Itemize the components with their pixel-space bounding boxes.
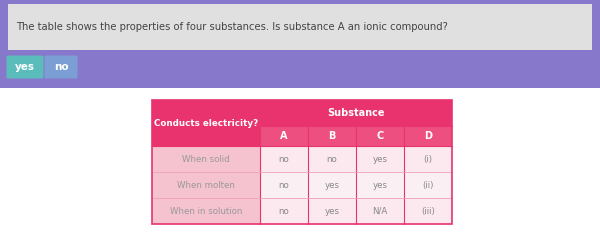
Text: N/A: N/A: [373, 206, 388, 215]
Bar: [260, 126, 308, 146]
Bar: [260, 198, 308, 224]
Text: yes: yes: [373, 155, 388, 164]
Bar: [152, 100, 452, 224]
Bar: [152, 146, 260, 172]
Bar: [152, 198, 260, 224]
Bar: [0, 88, 600, 247]
Text: no: no: [53, 62, 68, 72]
Bar: [260, 100, 452, 126]
Bar: [308, 126, 356, 146]
Bar: [152, 100, 260, 146]
Text: A: A: [280, 131, 288, 141]
Bar: [404, 172, 452, 198]
Text: no: no: [278, 155, 289, 164]
Text: no: no: [326, 155, 337, 164]
Bar: [404, 146, 452, 172]
Bar: [260, 146, 308, 172]
Bar: [152, 172, 260, 198]
Text: yes: yes: [325, 181, 340, 189]
Text: When in solution: When in solution: [170, 206, 242, 215]
Text: B: B: [328, 131, 335, 141]
Text: (i): (i): [424, 155, 433, 164]
Text: Substance: Substance: [327, 108, 385, 118]
Text: no: no: [278, 181, 289, 189]
Bar: [0, 52, 600, 86]
Text: The table shows the properties of four substances. Is substance A an ionic compo: The table shows the properties of four s…: [16, 22, 448, 32]
Bar: [404, 126, 452, 146]
Text: When molten: When molten: [177, 181, 235, 189]
FancyBboxPatch shape: [44, 56, 77, 79]
Text: When solid: When solid: [182, 155, 230, 164]
Bar: [8, 4, 592, 50]
Bar: [260, 172, 308, 198]
Bar: [356, 172, 404, 198]
Text: D: D: [424, 131, 432, 141]
Bar: [308, 172, 356, 198]
Text: (ii): (ii): [422, 181, 434, 189]
Text: (iii): (iii): [421, 206, 435, 215]
Bar: [308, 146, 356, 172]
Text: no: no: [278, 206, 289, 215]
Bar: [404, 198, 452, 224]
Bar: [356, 126, 404, 146]
Text: yes: yes: [15, 62, 35, 72]
Text: yes: yes: [373, 181, 388, 189]
FancyBboxPatch shape: [7, 56, 44, 79]
Bar: [356, 146, 404, 172]
Text: Conducts electricity?: Conducts electricity?: [154, 119, 258, 127]
Bar: [356, 198, 404, 224]
Bar: [308, 198, 356, 224]
Text: C: C: [376, 131, 383, 141]
Text: yes: yes: [325, 206, 340, 215]
